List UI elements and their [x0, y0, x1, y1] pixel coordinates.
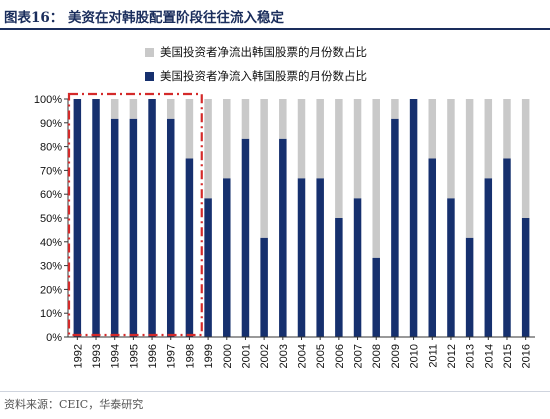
legend-item-inflow: 美国投资者净流入韩国股票的月份数占比 — [145, 64, 367, 88]
bar-inflow-2014 — [484, 178, 493, 337]
x-tick-label: 2006 — [334, 344, 346, 368]
x-tick-label: 2010 — [409, 344, 421, 368]
bar-inflow-2006 — [335, 218, 343, 337]
x-tick-label: 2011 — [427, 344, 439, 368]
bar-inflow-1998 — [185, 158, 194, 337]
bar-inflow-2002 — [260, 237, 268, 337]
bar-outflow-1998 — [185, 99, 194, 159]
bar-outflow-2006 — [335, 99, 343, 218]
bar-outflow-2016 — [521, 99, 530, 218]
x-tick-label: 2009 — [390, 344, 402, 368]
x-tick-label: 2012 — [446, 344, 458, 368]
bar-outflow-2008 — [372, 99, 380, 258]
bar-inflow-1992 — [73, 99, 82, 337]
bar-outflow-2004 — [297, 99, 306, 179]
legend-swatch-inflow — [145, 71, 154, 81]
x-tick-label: 2000 — [222, 344, 234, 368]
bar-outflow-2002 — [260, 99, 268, 238]
bar-inflow-2003 — [279, 138, 287, 337]
y-tick-label: 60% — [40, 189, 62, 201]
legend-swatch-outflow — [145, 47, 154, 57]
y-tick-label: 40% — [40, 237, 62, 249]
bar-outflow-1999 — [204, 99, 212, 199]
bar-outflow-1995 — [129, 99, 138, 119]
bar-outflow-2009 — [391, 99, 399, 119]
x-tick-label: 1995 — [128, 344, 140, 368]
x-tick-label: 1996 — [147, 344, 159, 368]
x-tick-label: 2015 — [502, 344, 514, 368]
bar-inflow-2005 — [316, 178, 324, 337]
source-rule — [0, 391, 550, 392]
bar-inflow-2007 — [353, 198, 362, 337]
bar-outflow-2001 — [241, 99, 250, 139]
x-tick-label: 2014 — [483, 344, 495, 368]
bar-outflow-2015 — [503, 99, 511, 159]
bar-inflow-2012 — [447, 198, 455, 337]
bar-inflow-2001 — [241, 138, 250, 337]
bar-inflow-2000 — [223, 178, 231, 337]
bar-inflow-2013 — [465, 237, 474, 337]
legend-item-outflow: 美国投资者净流出韩国股票的月份数占比 — [145, 40, 367, 64]
bar-outflow-2014 — [484, 99, 493, 179]
bar-inflow-1994 — [110, 118, 119, 337]
x-tick-label: 2005 — [315, 344, 327, 368]
y-tick-label: 80% — [40, 142, 62, 154]
bar-outflow-1994 — [110, 99, 119, 119]
bar-inflow-2004 — [297, 178, 306, 337]
bar-inflow-1993 — [92, 99, 100, 337]
bar-inflow-1999 — [204, 198, 212, 337]
x-tick-label: 1992 — [72, 344, 84, 368]
x-tick-label: 1998 — [184, 344, 196, 368]
y-tick-label: 90% — [40, 118, 62, 130]
x-tick-label: 2016 — [521, 344, 533, 368]
bar-inflow-1996 — [148, 99, 156, 337]
bar-inflow-1997 — [166, 118, 175, 337]
x-axis: 1992 1993 1994 1995 1996 1997 1998 1999 2000 2001… — [68, 336, 535, 368]
y-tick-label: 50% — [40, 213, 62, 225]
bar-inflow-2010 — [409, 99, 418, 337]
x-tick-label: 2001 — [240, 344, 252, 368]
x-tick-label: 1993 — [91, 344, 103, 368]
bar-outflow-1997 — [166, 99, 175, 119]
bar-outflow-2000 — [223, 99, 231, 179]
bar-inflow-2011 — [428, 158, 437, 337]
bar-inflow-2009 — [391, 118, 399, 337]
bar-outflow-2003 — [279, 99, 287, 139]
x-tick-label: 2008 — [371, 344, 383, 368]
y-axis: 0% 10% 20% 30% 40% 50% 60% 70% 80% 90% 100% — [34, 94, 69, 344]
legend-label-inflow: 美国投资者净流入韩国股票的月份数占比 — [160, 69, 367, 83]
x-tick-label: 2002 — [259, 344, 271, 368]
bar-outflow-2013 — [465, 99, 474, 238]
x-tick-label: 2013 — [465, 344, 477, 368]
y-tick-label: 30% — [40, 261, 62, 273]
bar-inflow-2015 — [503, 158, 511, 337]
y-tick-label: 0% — [46, 332, 62, 344]
x-tick-label: 2007 — [353, 344, 365, 368]
bar-inflow-2008 — [372, 257, 380, 337]
y-tick-label: 100% — [34, 94, 62, 106]
title-rule — [0, 28, 550, 30]
legend-label-outflow: 美国投资者净流出韩国股票的月份数占比 — [160, 45, 367, 59]
figure-title: 图表16： 美资在对韩股配置阶段往往流入稳定 — [4, 10, 284, 26]
bar-chart: 0%10%20%30%40%50%60%70%80%90%100% 1992 19… — [34, 92, 535, 368]
x-tick-label: 1994 — [110, 344, 122, 368]
source-note: 资料来源：CEIC，华泰研究 — [4, 398, 144, 411]
y-tick-label: 70% — [40, 165, 62, 177]
bar-outflow-2007 — [353, 99, 362, 199]
legend: 美国投资者净流出韩国股票的月份数占比 美国投资者净流入韩国股票的月份数占比 — [145, 40, 367, 88]
highlight-box — [67, 92, 203, 337]
highlight-rect — [67, 92, 203, 337]
x-tick-label: 1999 — [203, 344, 215, 368]
bars-group — [73, 99, 530, 337]
y-tick-label: 10% — [40, 308, 62, 320]
bar-outflow-2011 — [428, 99, 437, 159]
y-tick-label: 20% — [40, 284, 62, 296]
bar-outflow-2005 — [316, 99, 324, 179]
x-tick-label: 2003 — [278, 344, 290, 368]
x-tick-label: 1997 — [166, 344, 178, 368]
bar-inflow-1995 — [129, 118, 138, 337]
x-tick-label: 2004 — [297, 344, 309, 368]
bar-inflow-2016 — [521, 218, 530, 337]
bar-outflow-2012 — [447, 99, 455, 199]
